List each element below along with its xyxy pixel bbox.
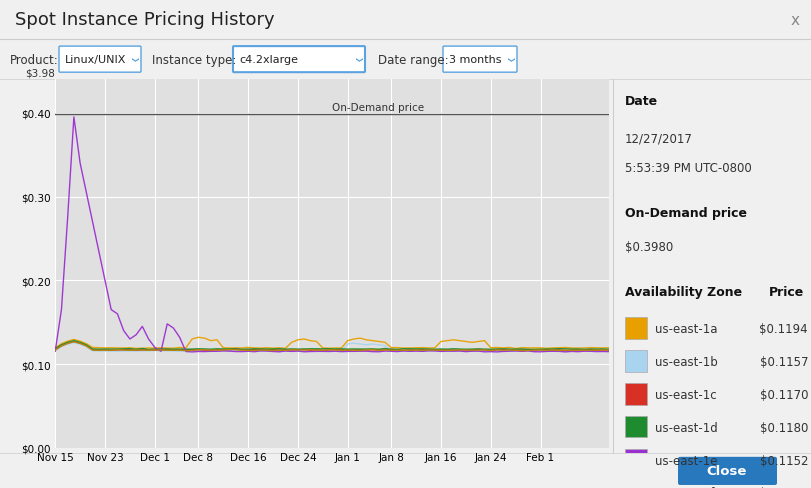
Text: Availability Zone: Availability Zone [624,285,741,298]
Text: Price: Price [768,285,803,298]
Text: ❯: ❯ [505,57,513,63]
Text: c4.2xlarge: c4.2xlarge [238,55,298,65]
Bar [624,449,646,470]
Text: Linux/UNIX: Linux/UNIX [65,55,127,65]
Text: us-east-1e: us-east-1e [654,454,716,467]
Text: $3.98: $3.98 [25,68,54,78]
Text: Date: Date [624,95,657,108]
Bar [624,416,646,438]
Text: Close: Close [706,465,746,477]
FancyBboxPatch shape [677,457,776,485]
FancyBboxPatch shape [59,47,141,73]
Text: ❯: ❯ [354,57,361,63]
Bar [624,350,646,372]
Text: $0.1152: $0.1152 [758,454,807,467]
Text: us-east-1d: us-east-1d [654,421,717,434]
Text: us-east-1a: us-east-1a [654,323,716,335]
Text: x: x [790,13,799,27]
FancyBboxPatch shape [443,47,517,73]
Text: us-east-1b: us-east-1b [654,355,717,368]
Text: 12/27/2017: 12/27/2017 [624,132,692,145]
Text: ❯: ❯ [130,57,137,63]
Text: Instance type:: Instance type: [152,54,236,66]
Text: $0.1167: $0.1167 [758,487,807,488]
Text: us-east-1f: us-east-1f [654,487,714,488]
Text: Date range:: Date range: [378,54,448,66]
Text: Spot Instance Pricing History: Spot Instance Pricing History [15,11,274,29]
Text: On-Demand price: On-Demand price [332,102,423,113]
Text: $0.1170: $0.1170 [758,388,807,401]
Bar [624,383,646,405]
Text: Product:: Product: [10,54,58,66]
Bar [624,318,646,339]
Text: $0.1180: $0.1180 [759,421,807,434]
Text: $0.1157: $0.1157 [758,355,807,368]
Text: us-east-1c: us-east-1c [654,388,715,401]
Text: $0.3980: $0.3980 [624,241,672,253]
FancyBboxPatch shape [233,47,365,73]
Text: 5:53:39 PM UTC-0800: 5:53:39 PM UTC-0800 [624,162,751,175]
Text: 3 months: 3 months [448,55,501,65]
Bar [624,482,646,488]
Text: On-Demand price: On-Demand price [624,207,746,220]
Text: $0.1194: $0.1194 [758,323,807,335]
